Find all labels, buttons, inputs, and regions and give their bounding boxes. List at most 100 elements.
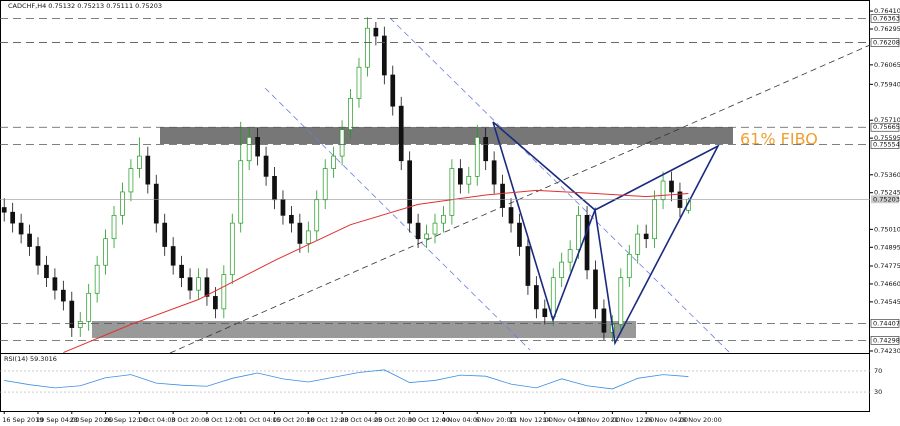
candle-body [356, 66, 362, 99]
x-tick-label: 6 Nov 20:00 [475, 416, 515, 424]
candle-body [305, 230, 311, 244]
rsi-tick-label: 30 [874, 388, 882, 396]
candle-body [381, 35, 387, 76]
y-tick-label: 0.75010 [874, 225, 900, 233]
candle-body [196, 277, 201, 291]
candle-body [204, 277, 210, 297]
level-label-box [870, 319, 900, 328]
candle-body [415, 222, 421, 240]
candle-body [221, 274, 227, 310]
level-label: 0.75554 [873, 141, 900, 149]
candle-body [10, 211, 16, 224]
y-tick-label: 0.75710 [874, 116, 900, 124]
candle-body [103, 238, 108, 266]
current-price-box [871, 195, 899, 204]
candle-body [213, 296, 218, 310]
level-label: 0.76363 [873, 14, 900, 22]
y-tick-label: 0.75360 [874, 171, 900, 179]
x-tick-label: 3 Oct 20:00 [171, 416, 209, 424]
candle-body [635, 233, 641, 255]
candle-body [517, 222, 522, 247]
candle-body [255, 137, 260, 157]
candle-body [525, 246, 531, 286]
candle-body [660, 180, 666, 201]
candle-body [550, 277, 556, 318]
candle-body [432, 222, 438, 235]
annotation: 61% FIBO [740, 130, 818, 149]
level-label-box [870, 122, 900, 132]
level-label-box [870, 38, 900, 47]
candle-body [52, 277, 58, 291]
y-tick-label: 0.74230 [874, 347, 900, 355]
candle-body [170, 246, 176, 266]
candle-body [128, 168, 134, 193]
level-label: 0.76208 [873, 39, 900, 47]
candle-body [567, 249, 573, 263]
candle-body [77, 320, 83, 328]
candle-body [593, 269, 598, 310]
candle-body [601, 308, 607, 333]
resistance-zone [160, 127, 733, 144]
y-tick-label: 0.76410 [874, 7, 900, 15]
x-tick-label: 16 Sep 2019 [2, 416, 43, 424]
candle-body [238, 160, 244, 224]
candle-body [669, 180, 674, 193]
y-tick-label: 0.75940 [874, 80, 900, 88]
candle-body [626, 253, 632, 279]
candle-body [18, 222, 24, 235]
candle-body [153, 183, 159, 224]
x-tick-label: 14 Nov 04:00 [543, 416, 587, 424]
x-tick-label: 23 Sep 20:00 [70, 416, 113, 424]
level-label: 0.74407 [873, 319, 900, 327]
candle-body [229, 222, 235, 275]
level-label-box [870, 336, 900, 345]
harmonic-pattern [492, 121, 720, 346]
x-tick-label: 11 Oct 04:00 [239, 416, 281, 424]
support-zone [92, 321, 636, 338]
candle-body [390, 74, 396, 107]
candle-body [398, 105, 404, 162]
candle-body [365, 27, 370, 68]
candle-body [449, 168, 455, 216]
candle-body [491, 160, 497, 185]
candle-body [407, 160, 413, 224]
candle-body [94, 264, 100, 294]
candle-body [559, 261, 565, 279]
x-tick-label: 23 Oct 04:00 [340, 416, 382, 424]
y-tick-label: 0.76295 [874, 25, 900, 33]
candle-body [466, 175, 472, 185]
moving-average [63, 189, 689, 353]
candle-body [441, 214, 446, 224]
x-tick-label: 18 Nov 20:00 [577, 416, 621, 424]
candle-body [576, 214, 581, 250]
x-tick-label: 8 Oct 12:00 [205, 416, 243, 424]
candle-body [618, 277, 624, 325]
candle-body [289, 214, 294, 224]
candle-body [643, 233, 649, 240]
rsi-title: RSI(14) 59.3016 [4, 355, 57, 363]
candle-body [677, 191, 683, 208]
candle-body [187, 277, 193, 291]
x-tick-label: 25 Oct 20:00 [374, 416, 416, 424]
x-tick-label: 11 Nov 12:00 [509, 416, 553, 424]
candle-body [542, 308, 548, 318]
y-tick-label: 0.74895 [874, 243, 900, 251]
candle-body [280, 199, 286, 216]
candle-body [137, 155, 142, 169]
candle-body [348, 98, 353, 130]
x-tick-label: 28 Nov 20:00 [678, 416, 722, 424]
x-tick-label: 18 Oct 12:00 [306, 416, 348, 424]
candle-body [272, 175, 277, 201]
x-tick-label: 1 Oct 04:00 [137, 416, 175, 424]
candle-body [322, 168, 328, 201]
candle-body [508, 207, 514, 224]
candle-body [120, 191, 125, 216]
x-tick-label: 4 Nov 04:00 [441, 416, 481, 424]
y-tick-label: 0.76065 [874, 61, 900, 69]
candle-body [246, 137, 252, 162]
candle-body [44, 264, 49, 279]
level-label-box [870, 140, 900, 149]
candle-body [474, 137, 480, 177]
candle-body [27, 233, 32, 247]
